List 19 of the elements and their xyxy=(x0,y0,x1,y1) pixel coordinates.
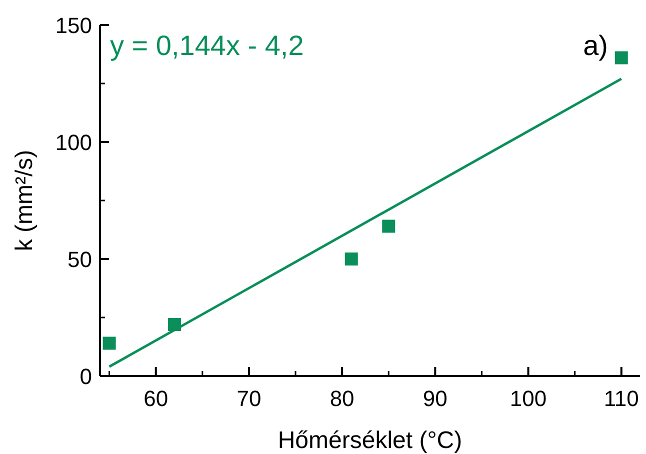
y-tick-label: 100 xyxy=(55,130,92,155)
x-tick-label: 110 xyxy=(604,386,639,411)
point xyxy=(102,336,116,350)
y-tick-label: 50 xyxy=(68,247,92,272)
x-tick-label: 90 xyxy=(422,386,448,411)
point xyxy=(168,318,181,332)
x-axis-title: Hőmérséklet (°C) xyxy=(278,427,462,454)
x-tick-label: 70 xyxy=(236,386,262,411)
x-tick-label: 80 xyxy=(330,386,354,411)
y-tick-label: 150 xyxy=(55,13,92,38)
annotation: a) xyxy=(583,30,608,61)
x-tick-label: 60 xyxy=(144,386,168,411)
x-tick-label: 100 xyxy=(510,386,547,411)
point xyxy=(344,252,358,266)
annotation: y = 0,144x - 4,2 xyxy=(110,30,304,61)
point xyxy=(614,51,628,64)
y-axis-title: k (mm²/s) xyxy=(11,150,38,252)
y-tick-label: 0 xyxy=(80,364,92,389)
point xyxy=(382,220,396,233)
